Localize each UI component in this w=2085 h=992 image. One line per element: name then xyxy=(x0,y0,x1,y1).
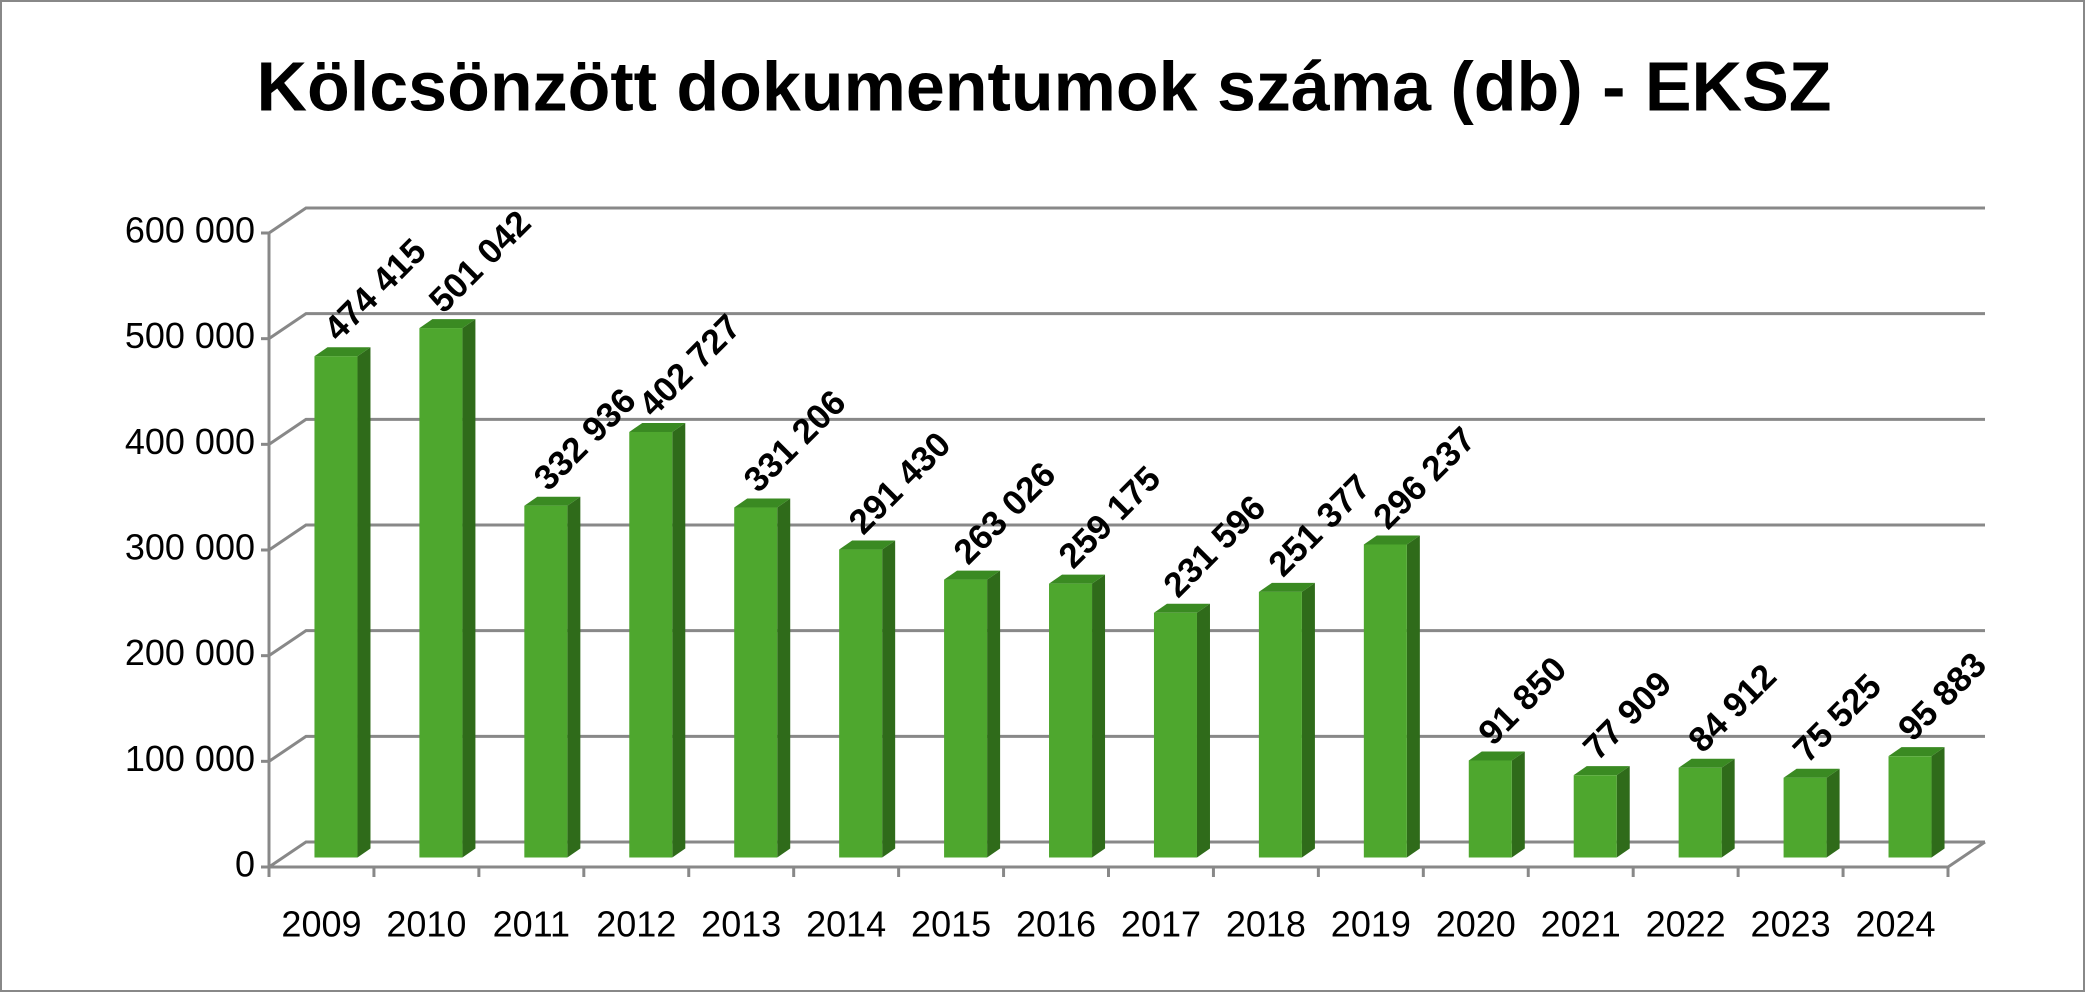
bar-top xyxy=(1258,582,1315,592)
x-tick-label: 2023 xyxy=(1751,904,1831,945)
bar xyxy=(1573,775,1617,858)
bar-side xyxy=(672,422,686,858)
bar-top xyxy=(1783,768,1840,778)
bar-top xyxy=(419,319,476,329)
bar-top xyxy=(1049,574,1106,584)
bar-top xyxy=(524,496,581,506)
bar-side xyxy=(987,570,1001,858)
bar-side xyxy=(1931,747,1945,858)
bar xyxy=(944,579,988,858)
bar-side xyxy=(1196,603,1210,858)
x-tick-label: 2012 xyxy=(596,904,676,945)
bar-side xyxy=(357,347,371,858)
bar-top xyxy=(1678,758,1735,768)
bar xyxy=(629,431,673,858)
bar-side xyxy=(1092,574,1106,858)
bar-top xyxy=(1468,751,1525,761)
x-tick-label: 2013 xyxy=(701,904,781,945)
x-tick-label: 2016 xyxy=(1016,904,1096,945)
x-tick-label: 2015 xyxy=(911,904,991,945)
x-tick-label: 2020 xyxy=(1436,904,1516,945)
bar xyxy=(1049,583,1093,858)
bar xyxy=(1153,612,1197,858)
bar-top xyxy=(1153,603,1210,613)
x-tick-label: 2010 xyxy=(386,904,466,945)
bar-side xyxy=(462,319,476,858)
bar xyxy=(1363,544,1407,858)
y-tick-label: 200 000 xyxy=(125,632,255,673)
y-tick-label: 100 000 xyxy=(125,738,255,779)
bar-side xyxy=(1616,766,1630,858)
bar-side xyxy=(1721,758,1735,858)
x-tick-label: 2022 xyxy=(1646,904,1726,945)
y-tick-label: 500 000 xyxy=(125,315,255,356)
bar-top xyxy=(839,540,896,550)
x-tick-label: 2018 xyxy=(1226,904,1306,945)
chart-title: Kölcsönzött dokumentumok száma (db) - EK… xyxy=(256,47,1831,125)
bar xyxy=(1258,591,1302,858)
bar xyxy=(734,507,778,858)
bar-top xyxy=(734,498,791,508)
bar xyxy=(419,328,463,858)
grid-line xyxy=(268,734,1985,763)
x-tick-label: 2017 xyxy=(1121,904,1201,945)
grid-line xyxy=(268,206,1985,235)
bar xyxy=(1468,760,1512,858)
grid-line xyxy=(268,417,1985,446)
bar-side xyxy=(567,496,581,858)
bar-top xyxy=(944,570,1001,580)
y-tick-label: 400 000 xyxy=(125,421,255,462)
grid-line xyxy=(268,840,1985,869)
grid-line xyxy=(268,312,1985,340)
x-tick-label: 2019 xyxy=(1331,904,1411,945)
bar-side xyxy=(1826,768,1840,858)
bar-side xyxy=(882,540,896,858)
x-tick-label: 2014 xyxy=(806,904,886,945)
bar-top xyxy=(629,422,686,432)
bar xyxy=(839,549,883,858)
x-tick-label: 2021 xyxy=(1541,904,1621,945)
bar-side xyxy=(777,498,791,858)
bar-top xyxy=(1363,535,1420,545)
bar-top xyxy=(1888,747,1945,757)
y-tick-label: 300 000 xyxy=(125,527,255,568)
bar xyxy=(1888,756,1932,858)
bar-side xyxy=(1406,535,1420,858)
y-tick-label: 0 xyxy=(235,844,255,885)
bar-side xyxy=(1511,751,1525,858)
bar-top xyxy=(1573,766,1630,776)
bar xyxy=(1678,767,1722,858)
bar xyxy=(524,505,568,858)
grid-line xyxy=(268,629,1985,657)
grid-line xyxy=(268,523,1985,552)
bar xyxy=(1783,777,1827,858)
bar-side xyxy=(1301,582,1315,858)
bar-top xyxy=(314,347,371,357)
x-tick-label: 2024 xyxy=(1855,904,1935,945)
bar xyxy=(314,356,358,858)
y-tick-label: 600 000 xyxy=(125,210,255,251)
x-tick-label: 2009 xyxy=(281,904,361,945)
x-tick-label: 2011 xyxy=(493,904,570,945)
